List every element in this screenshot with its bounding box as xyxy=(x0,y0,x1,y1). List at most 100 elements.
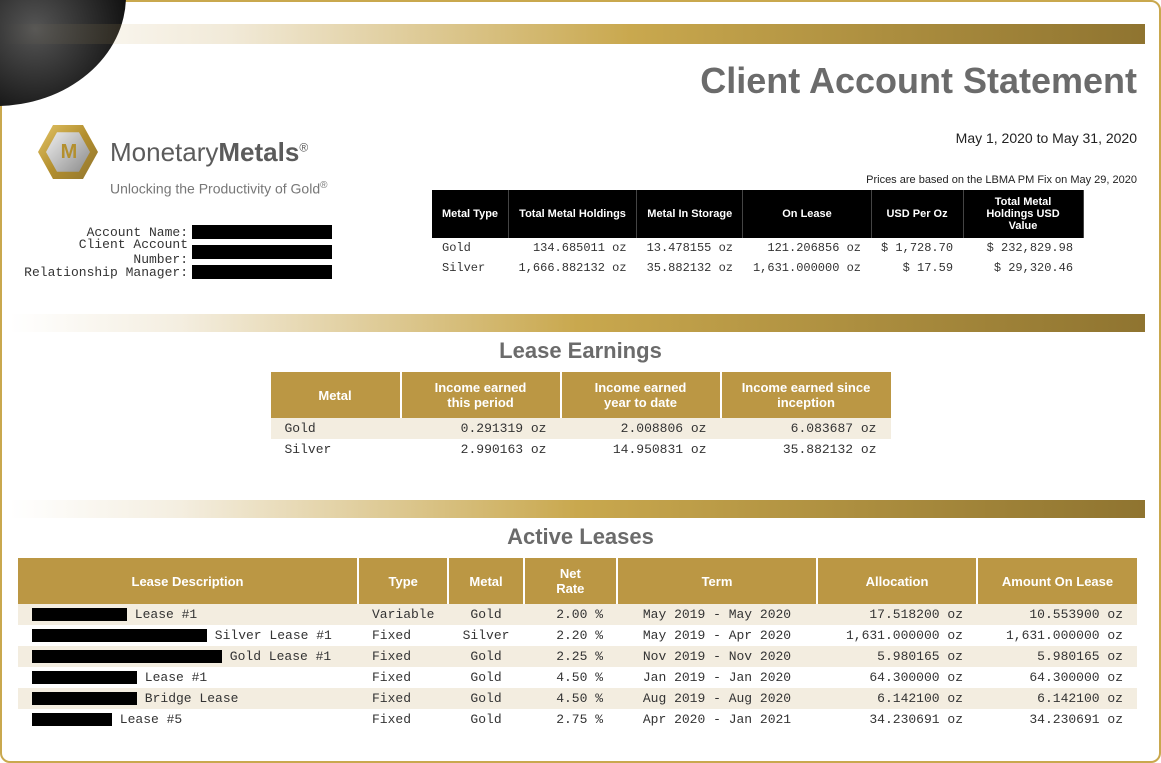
holdings-cell: Gold xyxy=(432,238,509,258)
account-number-row: Client Account Number: xyxy=(22,242,332,262)
active-lease-cell: May 2019 - May 2020 xyxy=(617,604,817,625)
active-lease-cell: 64.300000 oz xyxy=(817,667,977,688)
price-basis-note: Prices are based on the LBMA PM Fix on M… xyxy=(866,174,1137,186)
holdings-row: Silver1,666.882132 oz35.882132 oz1,631.0… xyxy=(432,258,1083,278)
active-lease-cell: 2.25 % xyxy=(524,646,617,667)
page-title: Client Account Statement xyxy=(700,60,1137,102)
holdings-cell: 121.206856 oz xyxy=(743,238,871,258)
holdings-cell: 134.685011 oz xyxy=(509,238,637,258)
logo-text: MonetaryMetals® xyxy=(110,137,308,168)
active-lease-cell: Silver xyxy=(448,625,523,646)
lease-description-cell: Lease #1 xyxy=(18,604,358,625)
logo-hex-icon: M xyxy=(38,122,98,182)
active-lease-cell: May 2019 - Apr 2020 xyxy=(617,625,817,646)
al-col-desc: Lease Description xyxy=(18,558,358,604)
active-lease-row: Lease #5FixedGold2.75 %Apr 2020 - Jan 20… xyxy=(18,709,1137,730)
relationship-manager-row: Relationship Manager: xyxy=(22,262,332,282)
lease-description-cell: Gold Lease #1 xyxy=(18,646,358,667)
active-leases-table: Lease Description Type Metal Net Rate Te… xyxy=(18,558,1137,730)
lease-description-cell: Silver Lease #1 xyxy=(18,625,358,646)
corner-watermark xyxy=(0,0,126,106)
account-number-label: Client Account Number: xyxy=(22,237,192,267)
holdings-col-storage: Metal In Storage xyxy=(637,190,743,238)
redacted-name xyxy=(192,225,332,239)
active-lease-cell: 34.230691 oz xyxy=(817,709,977,730)
lease-earnings-section: Lease Earnings Metal Income earned this … xyxy=(2,314,1159,460)
active-lease-cell: 6.142100 oz xyxy=(817,688,977,709)
holdings-cell: $ 1,728.70 xyxy=(871,238,963,258)
active-lease-cell: 5.980165 oz xyxy=(817,646,977,667)
active-lease-cell: 4.50 % xyxy=(524,688,617,709)
active-lease-row: Gold Lease #1FixedGold2.25 %Nov 2019 - N… xyxy=(18,646,1137,667)
active-lease-row: Lease #1FixedGold4.50 %Jan 2019 - Jan 20… xyxy=(18,667,1137,688)
holdings-col-metal: Metal Type xyxy=(432,190,509,238)
active-lease-cell: Gold xyxy=(448,667,523,688)
redacted-lease-name xyxy=(32,713,112,726)
active-lease-cell: 2.75 % xyxy=(524,709,617,730)
active-leases-section: Active Leases Lease Description Type Met… xyxy=(2,500,1159,730)
active-lease-cell: 2.00 % xyxy=(524,604,617,625)
active-lease-cell: Nov 2019 - Nov 2020 xyxy=(617,646,817,667)
lease-earnings-cell: 2.990163 oz xyxy=(401,439,561,460)
lease-earnings-row: Gold0.291319 oz2.008806 oz6.083687 oz xyxy=(271,418,891,439)
holdings-cell: 13.478155 oz xyxy=(637,238,743,258)
lease-earnings-row: Silver2.990163 oz14.950831 oz35.882132 o… xyxy=(271,439,891,460)
active-lease-cell: Fixed xyxy=(358,709,448,730)
le-col-metal: Metal xyxy=(271,372,401,418)
holdings-row: Gold134.685011 oz13.478155 oz121.206856 … xyxy=(432,238,1083,258)
al-col-type: Type xyxy=(358,558,448,604)
active-lease-cell: Apr 2020 - Jan 2021 xyxy=(617,709,817,730)
lease-description-cell: Lease #5 xyxy=(18,709,358,730)
holdings-cell: $ 17.59 xyxy=(871,258,963,278)
holdings-table: Metal Type Total Metal Holdings Metal In… xyxy=(432,190,1084,278)
statement-period: May 1, 2020 to May 31, 2020 xyxy=(956,130,1137,146)
le-col-inception: Income earned since inception xyxy=(721,372,891,418)
logo-block: M MonetaryMetals® Unlocking the Producti… xyxy=(38,122,418,197)
active-lease-row: Silver Lease #1FixedSilver2.20 %May 2019… xyxy=(18,625,1137,646)
active-lease-cell: 64.300000 oz xyxy=(977,667,1137,688)
top-gold-stripe xyxy=(2,24,1145,44)
redacted-number xyxy=(192,245,332,259)
redacted-lease-name xyxy=(32,650,222,663)
al-col-alloc: Allocation xyxy=(817,558,977,604)
lease-description-cell: Bridge Lease xyxy=(18,688,358,709)
active-lease-cell: 1,631.000000 oz xyxy=(977,625,1137,646)
lease-earnings-cell: 35.882132 oz xyxy=(721,439,891,460)
redacted-lease-name xyxy=(32,671,137,684)
active-lease-cell: 5.980165 oz xyxy=(977,646,1137,667)
al-col-metal: Metal xyxy=(448,558,523,604)
redacted-manager xyxy=(192,265,332,279)
holdings-cell: $ 29,320.46 xyxy=(963,258,1083,278)
holdings-cell: 1,666.882132 oz xyxy=(509,258,637,278)
lease-earnings-cell: 14.950831 oz xyxy=(561,439,721,460)
lease-earnings-title: Lease Earnings xyxy=(2,338,1159,364)
active-lease-cell: 10.553900 oz xyxy=(977,604,1137,625)
active-lease-cell: Fixed xyxy=(358,688,448,709)
le-col-ytd: Income earned year to date xyxy=(561,372,721,418)
active-lease-cell: Gold xyxy=(448,709,523,730)
active-lease-cell: Gold xyxy=(448,688,523,709)
holdings-col-onlease: On Lease xyxy=(743,190,871,238)
relationship-manager-label: Relationship Manager: xyxy=(22,265,192,280)
active-lease-row: Bridge LeaseFixedGold4.50 %Aug 2019 - Au… xyxy=(18,688,1137,709)
le-col-period: Income earned this period xyxy=(401,372,561,418)
active-lease-cell: 6.142100 oz xyxy=(977,688,1137,709)
active-lease-cell: Fixed xyxy=(358,646,448,667)
active-lease-cell: 2.20 % xyxy=(524,625,617,646)
section-stripe xyxy=(10,314,1145,332)
holdings-cell: $ 232,829.98 xyxy=(963,238,1083,258)
active-lease-cell: 17.518200 oz xyxy=(817,604,977,625)
al-col-term: Term xyxy=(617,558,817,604)
active-lease-row: Lease #1VariableGold2.00 %May 2019 - May… xyxy=(18,604,1137,625)
account-info-block: Account Name: Client Account Number: Rel… xyxy=(22,222,332,282)
active-lease-cell: Aug 2019 - Aug 2020 xyxy=(617,688,817,709)
redacted-lease-name xyxy=(32,692,137,705)
al-col-onlease: Amount On Lease xyxy=(977,558,1137,604)
active-leases-title: Active Leases xyxy=(2,524,1159,550)
active-lease-cell: 1,631.000000 oz xyxy=(817,625,977,646)
active-lease-cell: Fixed xyxy=(358,667,448,688)
active-lease-cell: Fixed xyxy=(358,625,448,646)
active-lease-cell: Gold xyxy=(448,604,523,625)
holdings-col-usdoz: USD Per Oz xyxy=(871,190,963,238)
lease-earnings-cell: 0.291319 oz xyxy=(401,418,561,439)
